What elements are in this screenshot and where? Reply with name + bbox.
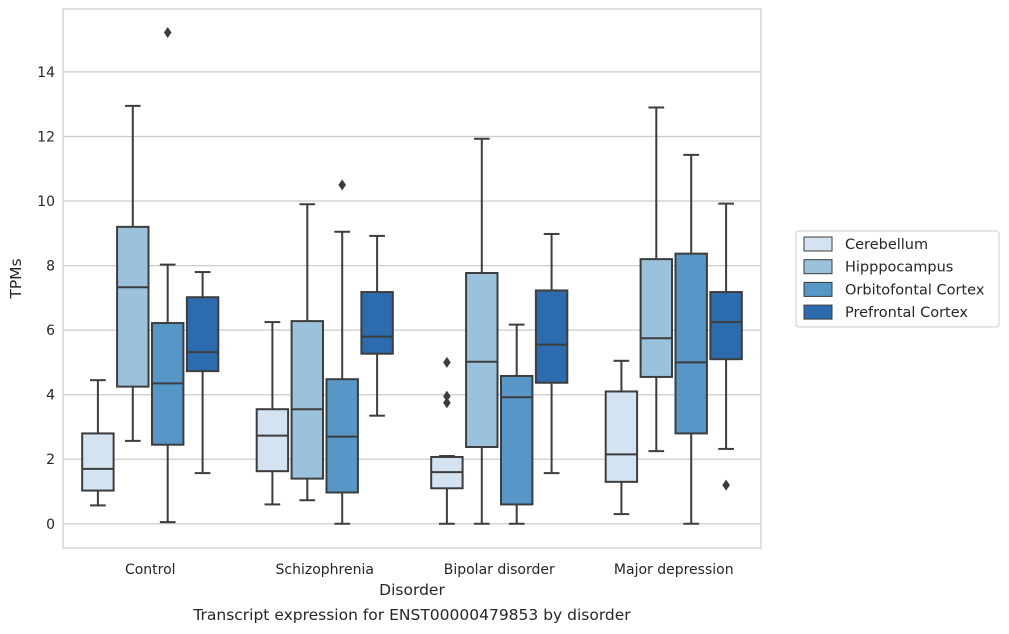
box [290,320,325,480]
box [360,291,394,355]
box-group [534,232,569,475]
legend-swatch [803,259,833,275]
y-tick-label: 10 [37,194,55,210]
box [604,390,639,483]
x-axis-label: Disorder [379,581,445,599]
box-group [255,321,290,506]
outlier-point [443,397,451,409]
box [534,289,569,384]
legend-swatch [803,304,833,320]
outlier-point [443,356,451,368]
outlier-point [722,479,730,491]
box [116,225,150,388]
box [499,374,534,506]
x-tick-label: Major depression [614,562,734,578]
box-group [360,234,394,417]
outlier-point [443,390,451,402]
y-tick-label: 6 [46,323,55,339]
legend-label: Orbitofontal Cortex [845,282,985,298]
legend-swatch [803,281,833,297]
box-group [674,153,708,525]
x-tick-label: Bipolar disorder [444,562,555,578]
box-group [604,359,639,516]
box [639,258,674,378]
y-tick-label: 8 [46,259,55,275]
y-tick-label: 14 [37,65,55,81]
x-axis: Control Schizophrenia Bipolar disorder Majo… [125,562,734,578]
plot-frame [62,8,762,549]
outlier-point [163,27,172,39]
box-group [709,202,743,491]
legend-label: Cerebellum [845,237,928,253]
box-group [116,104,150,442]
y-tick-label: 0 [46,517,55,533]
box [709,291,743,361]
figure-caption: Transcript expression for ENST0000047985… [193,606,631,624]
box-group [290,203,325,502]
x-tick-label: Control [125,562,176,578]
box [674,252,708,435]
y-tick-label: 12 [37,129,55,145]
y-axis: 0 2 4 6 8 10 12 14 [37,65,55,533]
box-group [150,27,185,524]
box-group [499,323,534,525]
x-tick-label: Schizophrenia [276,562,374,578]
box-group [325,179,359,525]
legend-frame [795,230,1000,328]
box-group [185,271,220,475]
box-group [81,379,115,507]
box-group [639,106,674,453]
box-group [430,356,464,525]
legend: Cerebellum Hipppocampus Orbitofontal Corte… [795,230,1000,328]
legend-swatch [803,236,833,252]
box-group [465,137,499,525]
box-groups [81,27,743,525]
box [185,296,220,373]
legend-label: Hipppocampus [845,260,953,276]
outlier-point [338,179,346,191]
y-axis-label: TPMs [7,258,25,299]
box [255,408,290,473]
box [465,272,499,448]
legend-label: Prefrontal Cortex [845,305,968,321]
y-tick-label: 2 [46,452,55,468]
y-tick-label: 4 [46,388,55,404]
box [81,432,115,492]
